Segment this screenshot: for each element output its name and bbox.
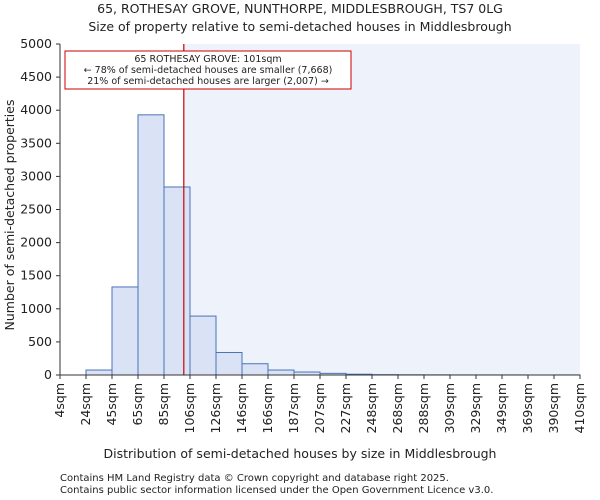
histogram-bar xyxy=(189,315,217,376)
annotation-line3: 21% of semi-detached houses are larger (… xyxy=(87,76,329,87)
x-tick-label: 24sqm xyxy=(78,383,93,426)
y-tick-label: 500 xyxy=(28,334,52,349)
footer-line2: Contains public sector information licen… xyxy=(60,485,493,496)
highlight-region xyxy=(183,44,581,375)
x-tick-label: 309sqm xyxy=(442,383,457,433)
annotation-frame xyxy=(64,50,352,90)
x-tick-label: 349sqm xyxy=(494,383,509,433)
x-tick-label: 45sqm xyxy=(104,383,119,426)
histogram-bar xyxy=(241,363,269,376)
x-tick-label: 268sqm xyxy=(390,383,405,433)
x-tick-label: 248sqm xyxy=(364,383,379,433)
chart-title-line1: 65, ROTHESAY GROVE, NUNTHORPE, MIDDLESBR… xyxy=(97,1,503,16)
y-tick-label: 1000 xyxy=(20,301,52,316)
y-tick-label: 0 xyxy=(44,367,52,382)
x-tick-label: 390sqm xyxy=(546,383,561,433)
y-tick-label: 1500 xyxy=(20,268,52,283)
x-tick-label: 146sqm xyxy=(234,383,249,433)
y-tick-label: 4500 xyxy=(20,69,52,84)
x-tick-label: 85sqm xyxy=(156,383,171,426)
histogram-bar xyxy=(215,351,243,376)
x-tick-label: 106sqm xyxy=(182,383,197,433)
y-tick-label: 2500 xyxy=(20,202,52,217)
histogram-bar xyxy=(267,369,295,376)
annotation-line1: 65 ROTHESAY GROVE: 101sqm xyxy=(134,54,281,65)
x-axis-label: Distribution of semi-detached houses by … xyxy=(104,446,497,461)
x-tick-label: 207sqm xyxy=(312,383,327,433)
x-tick-label: 126sqm xyxy=(208,383,223,433)
chart-title-line2: Size of property relative to semi-detach… xyxy=(88,19,511,34)
x-tick-label: 65sqm xyxy=(130,383,145,426)
y-tick-label: 3500 xyxy=(20,135,52,150)
x-tick-label: 187sqm xyxy=(286,383,301,433)
y-tick-label: 2000 xyxy=(20,235,52,250)
histogram-bar xyxy=(163,186,191,376)
footer-line1: Contains HM Land Registry data © Crown c… xyxy=(60,473,449,484)
x-tick-label: 410sqm xyxy=(572,383,587,433)
x-tick-label: 227sqm xyxy=(338,383,353,433)
histogram-bar xyxy=(111,286,139,376)
y-tick-label: 5000 xyxy=(20,36,52,51)
annotation-box: 65 ROTHESAY GROVE: 101sqm ← 78% of semi-… xyxy=(64,50,352,90)
histogram-bar xyxy=(137,114,165,376)
histogram-bar xyxy=(85,369,113,376)
x-tick-label: 369sqm xyxy=(520,383,535,433)
x-tick-label: 288sqm xyxy=(416,383,431,433)
annotation-line2: ← 78% of semi-detached houses are smalle… xyxy=(84,65,333,76)
y-tick-label: 3000 xyxy=(20,168,52,183)
y-axis-label: Number of semi-detached properties xyxy=(2,100,17,331)
x-tick-label: 329sqm xyxy=(468,383,483,433)
x-tick-label: 4sqm xyxy=(52,383,67,418)
y-tick-label: 4000 xyxy=(20,102,52,117)
x-tick-label: 166sqm xyxy=(260,383,275,433)
